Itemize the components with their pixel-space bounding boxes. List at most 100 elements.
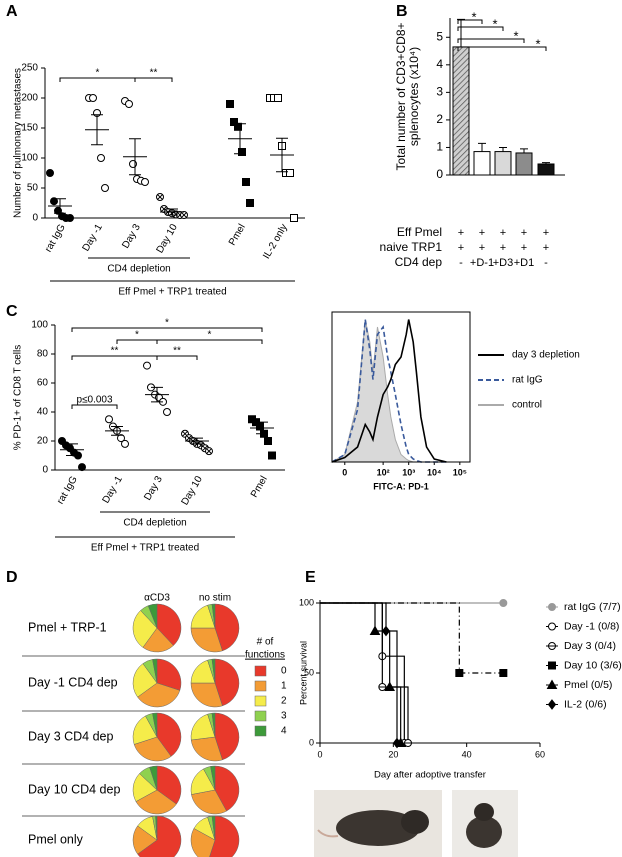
pie-slice [156, 603, 182, 646]
y-tick-label: 250 [21, 63, 38, 74]
pie-slice [156, 765, 182, 805]
column-label: no stim [199, 593, 231, 604]
table-cell: +D3 [493, 257, 514, 269]
pie-slice [190, 828, 216, 857]
mouse-head [474, 803, 494, 821]
legend-label: 0 [281, 666, 287, 677]
column-label: αCD3 [144, 593, 170, 604]
error-bar [256, 421, 268, 435]
row-label: Day 3 CD4 dep [28, 729, 114, 743]
data-point [369, 625, 381, 635]
pie-slice [147, 603, 158, 629]
x-tick-label: 10³ [402, 467, 415, 477]
y-tick-label: 80 [37, 349, 49, 360]
data-point [238, 148, 246, 156]
pie-slice [155, 815, 158, 841]
significance-label: * [208, 330, 212, 341]
error-bar [191, 437, 203, 445]
data-point [404, 739, 413, 747]
legend-label: 1 [281, 681, 287, 692]
x-tick-label: Day 10 [155, 222, 181, 255]
data-point [163, 408, 171, 416]
table-cell: + [458, 242, 464, 254]
data-point [378, 683, 387, 691]
y-tick-label: 60 [37, 378, 49, 389]
panel-letter: B [396, 3, 408, 20]
legend-label: control [512, 400, 542, 411]
pie-slice [156, 712, 182, 757]
y-axis-label: Number of pulmonary metastases [13, 68, 24, 218]
legend-marker [548, 661, 556, 670]
y-tick-label: 150 [21, 123, 38, 134]
error-bar [234, 123, 246, 155]
data-point [105, 415, 113, 424]
legend-label: Pmel (0/5) [564, 679, 612, 691]
pie-slice [211, 658, 216, 684]
significance-bracket [457, 38, 525, 43]
error-bar [111, 426, 123, 436]
y-tick-label: 100 [299, 597, 314, 607]
x-tick-label: 0 [317, 749, 322, 759]
y-axis-label: Total number of CD3+CD8+ [394, 22, 408, 170]
pie-slice [149, 765, 158, 791]
legend-swatch [254, 680, 267, 692]
data-point [268, 451, 276, 460]
group-label: Eff Pmel + TRP1 treated [118, 287, 226, 298]
data-point [180, 211, 189, 219]
pie-slice [133, 736, 172, 762]
y-tick-label: 100 [21, 153, 38, 164]
group-label: CD4 depletion [123, 518, 186, 529]
panel-letter: A [6, 3, 18, 20]
significance-bracket [457, 19, 483, 24]
group-label: CD4 depletion [107, 264, 170, 275]
legend-label: Day 10 (3/6) [564, 659, 622, 671]
data-point [50, 197, 58, 206]
x-tick-label: IL-2 only [261, 222, 290, 261]
legend-swatch [254, 695, 267, 707]
y-tick-label: 50 [304, 667, 314, 677]
data-point [46, 169, 54, 177]
survival-step [320, 602, 387, 631]
legend-title: functions [245, 650, 285, 661]
pie-slice [132, 715, 158, 745]
error-bar [151, 386, 163, 403]
y-tick-label: 100 [31, 320, 48, 331]
significance-label: * [135, 330, 139, 341]
legend-swatch [254, 665, 267, 677]
y-tick-label: 40 [37, 407, 49, 418]
error-bar [166, 208, 178, 216]
error-bar [276, 137, 288, 173]
table-cell: +D1 [514, 257, 535, 269]
significance-bracket [71, 327, 263, 332]
y-tick-label: 0 [42, 465, 48, 476]
data-point [286, 169, 294, 177]
x-axis-label: Day after adoptive transfer [374, 770, 486, 781]
table-cell: + [479, 242, 485, 254]
legend-label: 3 [281, 711, 287, 722]
data-point [97, 154, 105, 162]
table-row-label: Eff Pmel [397, 225, 442, 239]
legend-title: # of [257, 637, 274, 648]
row-label: Pmel only [28, 832, 84, 846]
table-cell: + [500, 242, 506, 254]
x-tick-label: Pmel [227, 222, 248, 247]
x-tick-label: Day -1 [81, 222, 105, 253]
table-cell: + [543, 227, 549, 239]
plot-frame [331, 311, 471, 463]
table-row-label: CD4 dep [395, 255, 443, 269]
y-tick-label: 5 [436, 29, 443, 43]
data-point [156, 193, 165, 201]
data-point [499, 599, 508, 607]
significance-bracket [71, 404, 118, 409]
legend-swatch [254, 710, 267, 722]
pie-slice [214, 658, 240, 707]
error-bar [520, 148, 528, 153]
pie-slice [214, 603, 240, 652]
significance-label: * [96, 68, 100, 79]
legend-marker [546, 679, 558, 689]
data-point [117, 434, 125, 443]
error-bar [499, 146, 507, 152]
x-tick-label: 0 [342, 467, 347, 477]
